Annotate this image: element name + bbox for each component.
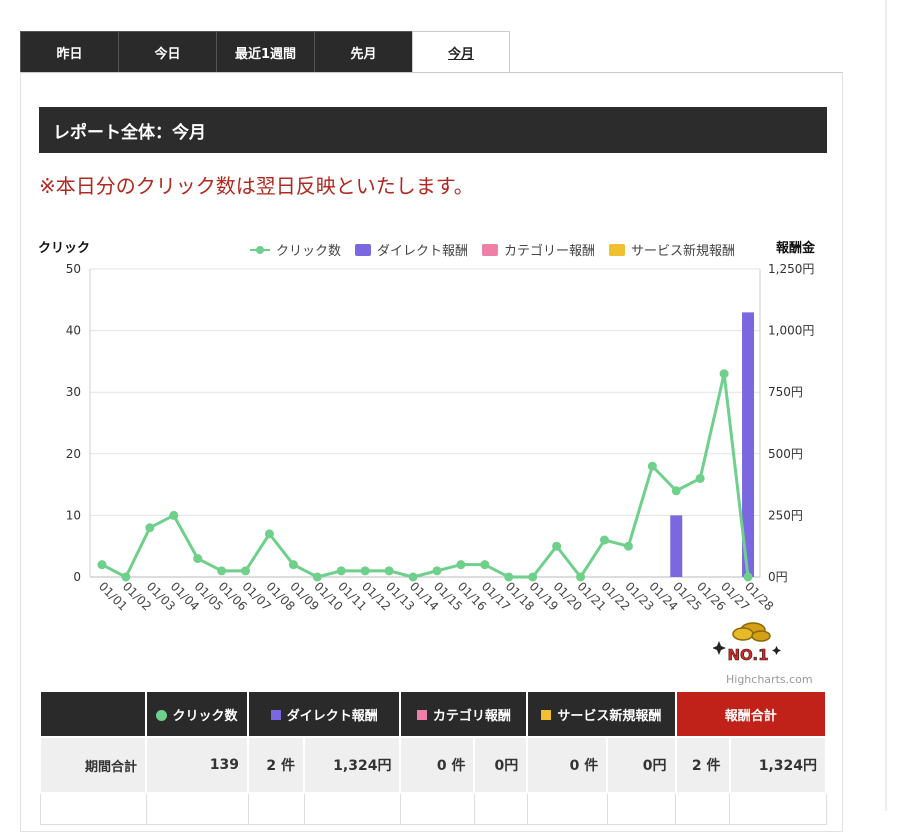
legend-item-direct[interactable]: ダイレクト報酬 [355,240,468,259]
cell-direct-amount: 1,324円 [302,736,402,794]
legend-swatch [482,243,499,256]
legend-swatch [609,243,626,256]
cell-direct-count: 2 件 [247,736,305,794]
header-blank [39,690,147,738]
chart-legend: クリック数 ダイレクト報酬 カテゴリー報酬 サービス新規報酬 [250,240,735,259]
tab-last-month[interactable]: 先月 [314,31,412,73]
tab-last-week[interactable]: 最近1週間 [216,31,314,73]
tab-this-month[interactable]: 今月 [412,31,510,73]
notice-text: ※本日分のクリック数は翌日反映といたします。 [39,174,474,198]
direct-square-icon [270,709,281,720]
header-total: 報酬合計 [674,690,828,738]
cell-clicks: 139 [145,736,249,794]
cell-category-count: 0 件 [399,736,476,794]
summary-table: クリック数 ダイレクト報酬 カテゴリ報酬 サービス新規報酬 報酬合計 期間合計 … [39,690,828,825]
cell-service-amount: 0円 [606,736,677,794]
legend-label: クリック数 [276,244,342,259]
clicks-dot-icon [156,709,168,721]
summary-total-row: 期間合計 139 2 件 1,324円 0 件 0円 0 件 0円 2 件 1,… [39,736,828,794]
badge-text: NO.1 [727,646,768,663]
legend-item-clicks[interactable]: クリック数 [250,240,341,259]
service-square-icon [541,709,552,720]
header-category: カテゴリ報酬 [399,690,529,738]
legend-line-marker [250,245,270,254]
header-clicks: クリック数 [145,690,249,738]
period-tabs: 昨日 今日 最近1週間 先月 今月 [20,31,510,73]
legend-label: サービス新規報酬 [631,244,736,259]
legend-swatch [355,243,372,256]
legend-label: ダイレクト報酬 [377,244,469,259]
row-label: 期間合計 [39,736,147,794]
highcharts-credit[interactable]: Highcharts.com [726,673,813,686]
cell-total-amount: 1,324円 [728,736,828,794]
y-left-axis-title: クリック [38,241,91,256]
header-service: サービス新規報酬 [526,690,677,738]
legend-item-category[interactable]: カテゴリー報酬 [482,240,595,259]
no1-trophy-icon: NO.1 [713,622,781,663]
y-right-axis-title: 報酬金 [776,241,816,256]
legend-item-service[interactable]: サービス新規報酬 [609,240,735,259]
cell-total-count: 2 件 [674,736,731,794]
legend-label: カテゴリー報酬 [504,244,596,259]
header-direct: ダイレクト報酬 [246,690,402,738]
cell-service-count: 0 件 [526,736,609,794]
summary-blank-row [39,792,827,825]
tab-today[interactable]: 今日 [118,31,216,73]
tab-yesterday[interactable]: 昨日 [20,31,118,73]
category-square-icon [416,709,427,720]
report-title: レポート全体：今月 [39,107,827,153]
summary-header-row: クリック数 ダイレクト報酬 カテゴリ報酬 サービス新規報酬 報酬合計 [39,690,828,738]
cell-category-amount: 0円 [473,736,529,794]
right-divider [885,0,887,811]
